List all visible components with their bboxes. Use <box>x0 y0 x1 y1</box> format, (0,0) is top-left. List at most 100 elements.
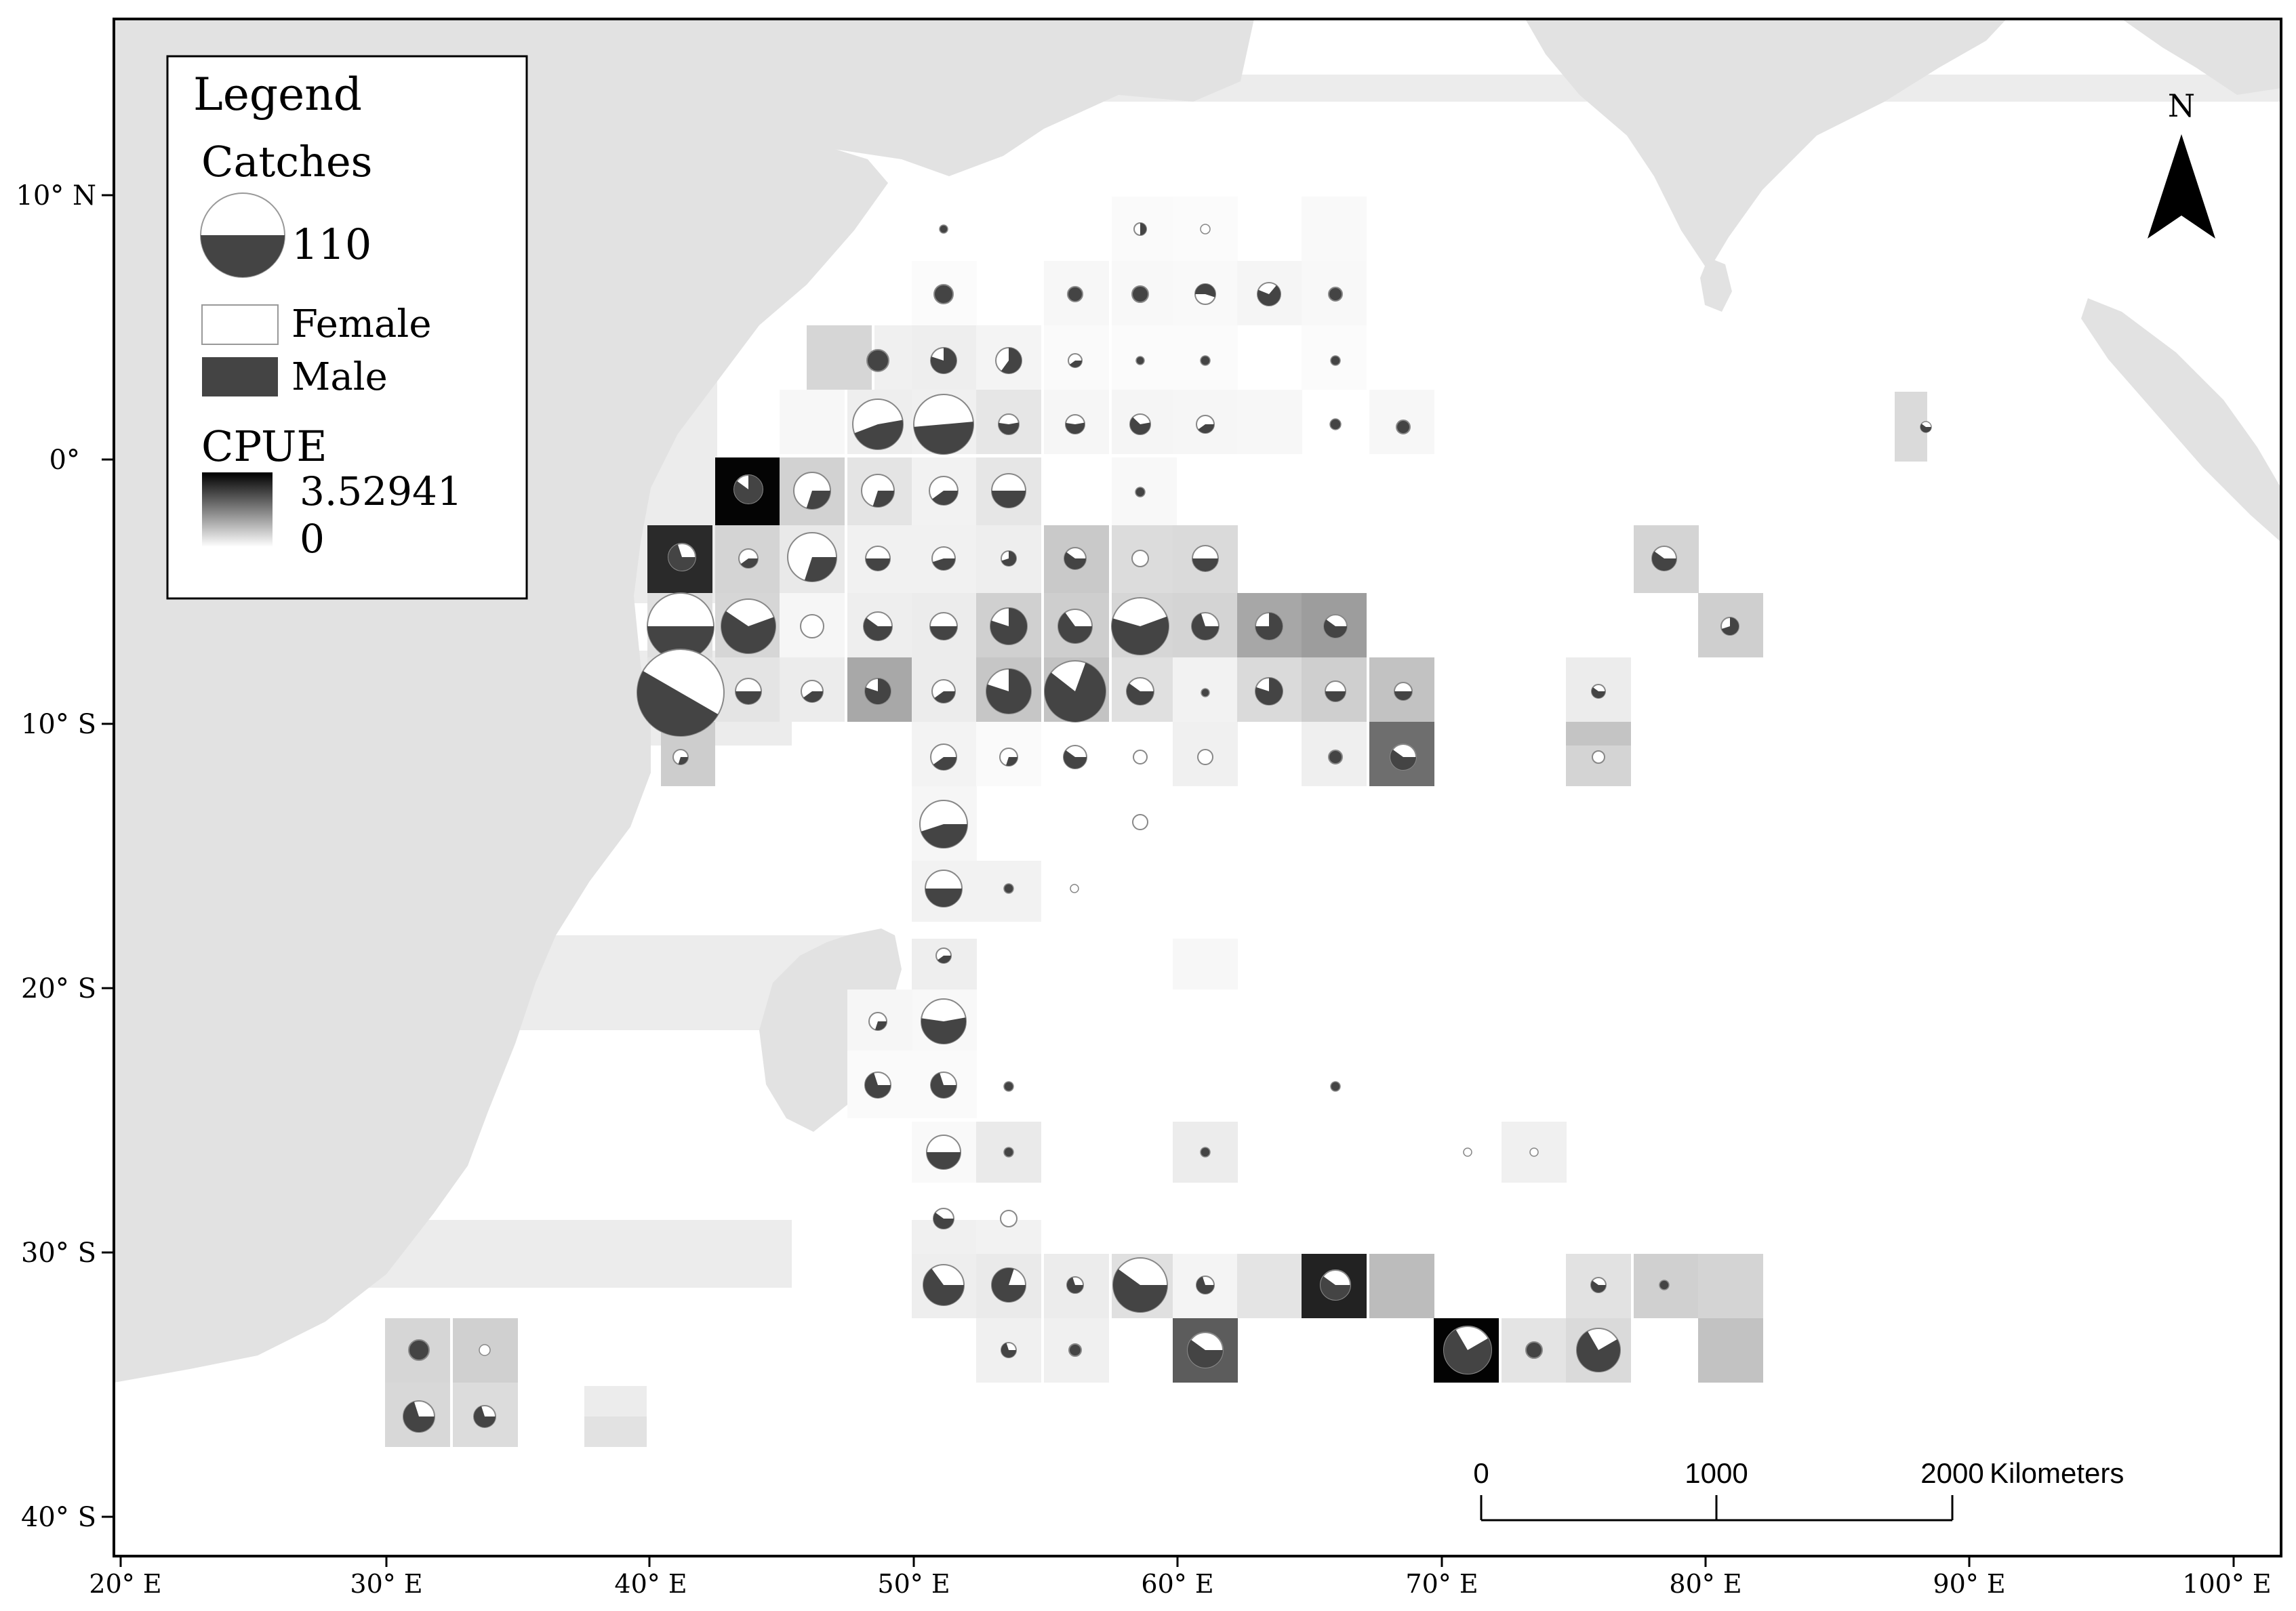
catch-pie <box>1328 287 1343 302</box>
cpue-cell <box>1369 1254 1434 1318</box>
axis-ticks <box>102 194 2235 1567</box>
lat-label-0: 0° <box>49 445 80 476</box>
catch-pie <box>668 543 696 571</box>
longitude-labels: 20° E 30° E 40° E 50° E 60° E 70° E 80° … <box>89 1569 2271 1599</box>
catch-pie <box>1112 1257 1168 1313</box>
lat-label-30s: 30° S <box>21 1238 96 1269</box>
catch-pie <box>990 607 1028 645</box>
catch-pie <box>998 413 1020 435</box>
legend-female-swatch <box>201 304 279 345</box>
lon-label-60e: 60° E <box>1141 1569 1213 1599</box>
catch-pie <box>1592 750 1605 764</box>
legend-catches-label: Catches <box>201 137 372 186</box>
catch-pie <box>1590 1277 1607 1293</box>
scale-tick-2000: 2000 <box>1920 1457 1983 1489</box>
catch-pie <box>1396 420 1411 434</box>
catch-pie <box>1135 356 1145 365</box>
cpue-cell <box>1698 1318 1763 1383</box>
catch-pie <box>1330 1081 1341 1092</box>
catch-pie <box>861 474 895 508</box>
lon-label-80e: 80° E <box>1669 1569 1741 1599</box>
catch-pie <box>1191 612 1220 640</box>
legend-female-label: Female <box>291 302 431 346</box>
legend-box: Legend Catches 110 Female Male CPUE 3.52… <box>166 55 528 600</box>
catch-pie <box>929 476 959 506</box>
catch-pie <box>1003 883 1014 894</box>
cpue-cell <box>1302 197 1367 261</box>
sri-lanka-land <box>1700 258 1732 312</box>
lat-label-20s: 20° S <box>21 973 96 1004</box>
catch-pie <box>1126 677 1154 706</box>
legend-catch-value: 110 <box>291 220 371 269</box>
catch-pie <box>863 611 893 641</box>
catch-pie <box>865 546 891 571</box>
catch-pie <box>1131 285 1149 303</box>
catch-pie <box>1330 355 1341 366</box>
catch-pie <box>921 998 967 1044</box>
catch-pie <box>1394 682 1413 701</box>
southeast-asia-land <box>2122 19 2281 95</box>
catch-pie <box>866 349 889 372</box>
catch-pie <box>1576 1328 1621 1372</box>
catch-pie <box>1328 750 1343 764</box>
catch-pie <box>1720 617 1739 636</box>
north-arrow: N <box>2148 87 2215 239</box>
north-label: N <box>2168 87 2195 124</box>
catch-pie <box>986 668 1032 714</box>
catch-pie <box>1194 283 1216 305</box>
catch-pie <box>473 1405 496 1428</box>
catch-pie <box>1065 414 1085 434</box>
catch-pie <box>1200 1147 1211 1158</box>
catch-pie <box>852 399 904 450</box>
cpue-cell <box>1173 939 1238 990</box>
catch-pie <box>1132 814 1148 830</box>
scale-tick-0: 0 <box>1473 1457 1489 1489</box>
catch-pie <box>1003 1081 1014 1092</box>
arabia-land <box>719 19 1254 176</box>
legend-cpue-label: CPUE <box>201 422 327 471</box>
cpue-cell <box>1698 1254 1763 1318</box>
catch-pie <box>1257 282 1281 306</box>
catch-pie <box>738 548 759 569</box>
cpue-cell <box>912 939 977 990</box>
catch-pie <box>787 532 837 582</box>
catch-pie <box>864 1072 891 1099</box>
catch-pie <box>1111 597 1169 655</box>
legend-male-swatch <box>202 357 278 396</box>
lon-label-90e: 90° E <box>1933 1569 2005 1599</box>
catch-pie <box>1064 547 1087 570</box>
catch-pie <box>1196 415 1215 434</box>
catch-pie <box>721 598 776 654</box>
catch-pie <box>1000 1210 1018 1227</box>
catch-pie <box>923 1264 965 1306</box>
catch-pie <box>800 614 824 638</box>
lon-label-40e: 40° E <box>614 1569 687 1599</box>
catch-pie <box>939 224 948 234</box>
cpue-cell <box>1112 325 1177 390</box>
north-arrow-icon <box>2148 134 2215 239</box>
catch-pie <box>868 1012 887 1031</box>
catch-pie <box>930 1072 957 1099</box>
lat-label-40s: 40° S <box>21 1502 96 1533</box>
catch-pie <box>864 678 891 705</box>
catch-pie <box>1067 286 1083 302</box>
catch-pie <box>1197 749 1213 765</box>
catch-pie <box>1187 1332 1224 1368</box>
cpue-cell <box>1566 722 1631 746</box>
legend-cpue-max: 3.52941 <box>300 468 462 514</box>
legend-cpue-min: 0 <box>300 516 325 562</box>
catch-pie <box>1058 609 1093 644</box>
catch-pie <box>1659 1280 1670 1290</box>
catch-pie <box>1003 1147 1014 1158</box>
catch-pie <box>926 1135 961 1170</box>
scale-units: Kilometers <box>1990 1457 2124 1489</box>
catch-pie <box>1525 1341 1543 1359</box>
catch-pie <box>1070 884 1079 893</box>
scale-bar: 0 1000 2000 Kilometers <box>1473 1457 2124 1522</box>
catch-pie <box>1068 1343 1082 1357</box>
lat-label-10n: 10° N <box>16 180 96 211</box>
cpue-cell <box>780 390 845 454</box>
catch-pie <box>1200 224 1211 234</box>
map-frame <box>113 18 2282 1557</box>
